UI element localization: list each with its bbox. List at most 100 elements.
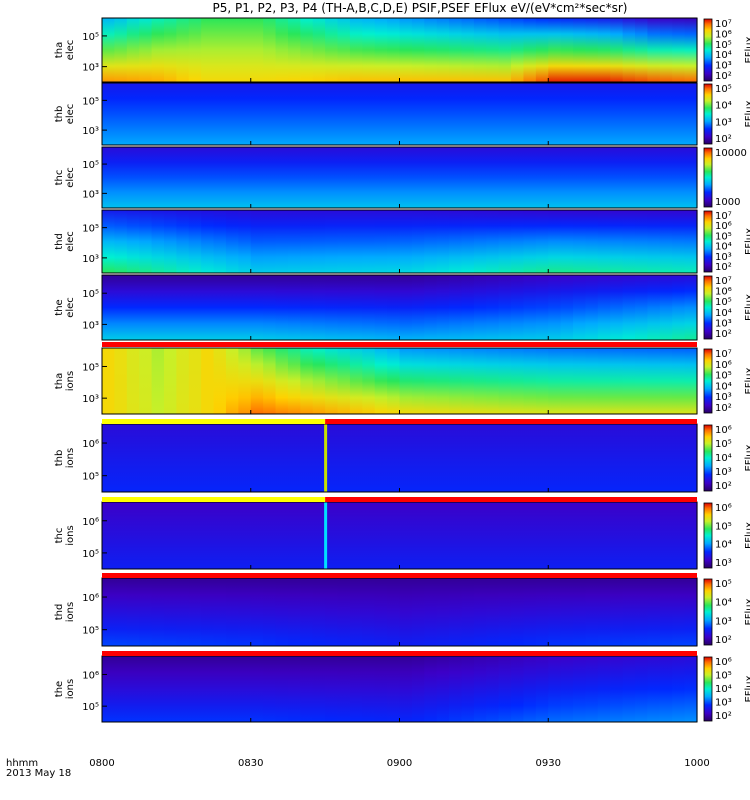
spectrogram-column xyxy=(560,83,574,145)
spectrogram-column xyxy=(102,83,115,145)
spectrogram-column xyxy=(188,18,202,82)
spectrogram-column xyxy=(114,348,128,414)
mode-bar xyxy=(102,497,697,502)
spectrogram-column xyxy=(114,147,128,208)
colorbar xyxy=(703,147,713,208)
spectrogram-column xyxy=(151,578,165,646)
spectrogram-column xyxy=(287,147,301,208)
spectrogram-column xyxy=(238,424,252,492)
y-tick-label: 10⁶ xyxy=(82,670,99,681)
mode-bar-segment xyxy=(102,342,697,347)
spectrogram-column xyxy=(287,502,301,569)
spectrogram-column xyxy=(325,210,339,273)
spectrogram-column xyxy=(114,83,128,145)
spectrogram-column xyxy=(151,18,165,82)
spectrogram-column xyxy=(548,578,562,646)
spectrogram-column xyxy=(325,275,339,340)
spectrogram-column xyxy=(535,348,549,414)
spectrogram-column xyxy=(548,18,562,82)
spectrogram-column xyxy=(275,275,289,340)
spectrogram-column xyxy=(560,275,574,340)
mode-bar-segment xyxy=(102,651,697,656)
spectrogram-column xyxy=(424,275,438,340)
spectrogram-column xyxy=(585,210,599,273)
spectrogram-column xyxy=(201,275,215,340)
y-tick-label: 10⁵ xyxy=(82,160,99,171)
spectrogram-column xyxy=(610,18,624,82)
spectrogram-column xyxy=(163,83,177,145)
spectrogram-column xyxy=(102,578,115,646)
y-axis-label-probe: thb xyxy=(54,106,65,123)
y-tick-label: 10³ xyxy=(82,394,99,405)
spectrogram-column xyxy=(659,424,673,492)
colorbar-tick-label: 10³ xyxy=(715,117,732,128)
spectrogram-column xyxy=(349,275,363,340)
spectrogram-column xyxy=(399,656,413,722)
spectrogram-column xyxy=(300,210,314,273)
spectrogram-column xyxy=(213,348,227,414)
spectrogram-column xyxy=(436,348,450,414)
spectrogram-column xyxy=(560,502,574,569)
colorbar-label: EFlux xyxy=(744,522,750,549)
spectrogram-column xyxy=(250,83,264,145)
spectrogram-column xyxy=(201,18,215,82)
spectrogram-column xyxy=(387,656,401,722)
spectrogram-column xyxy=(362,578,376,646)
spectrogram-column xyxy=(201,83,215,145)
mode-bar xyxy=(102,573,697,578)
spectrogram-column xyxy=(573,578,587,646)
spectrogram-column xyxy=(535,210,549,273)
y-axis-label-species: elec xyxy=(65,297,76,318)
colorbar xyxy=(703,502,713,569)
spectrogram-column xyxy=(201,578,215,646)
spectrogram-column xyxy=(498,656,512,722)
spectrogram-column xyxy=(411,147,425,208)
colorbar-tick-label: 10⁴ xyxy=(715,381,732,392)
spectrogram-column xyxy=(473,502,487,569)
spectrogram-column xyxy=(535,578,549,646)
y-axis-label-species: ions xyxy=(65,448,76,468)
spectrogram-column xyxy=(312,275,326,340)
spectrogram-column xyxy=(275,147,289,208)
spectrogram-column xyxy=(449,83,463,145)
spectrogram-column xyxy=(610,275,624,340)
spectrogram-column xyxy=(387,348,401,414)
spectrogram-column xyxy=(287,656,301,722)
colorbar-tick-label: 10⁴ xyxy=(715,684,732,695)
spectrogram-column xyxy=(238,18,252,82)
spectrogram-column xyxy=(176,502,190,569)
spectrogram-column xyxy=(176,210,190,273)
spectrogram-column xyxy=(349,424,363,492)
spectrogram-column xyxy=(573,83,587,145)
spectrogram-column xyxy=(597,656,611,722)
spectrogram-column xyxy=(176,83,190,145)
y-axis-label-species: elec xyxy=(65,231,76,252)
spectrogram-column xyxy=(176,424,190,492)
spectrogram-column xyxy=(424,502,438,569)
spectrogram-column xyxy=(163,210,177,273)
spectrogram-column xyxy=(560,18,574,82)
spectrogram-column xyxy=(548,210,562,273)
spectrogram-column xyxy=(424,147,438,208)
spectrogram-column xyxy=(387,502,401,569)
spectrogram-column xyxy=(473,210,487,273)
spectrogram-column xyxy=(622,502,636,569)
spectrogram-column xyxy=(436,656,450,722)
spectrogram-column xyxy=(473,578,487,646)
spectrogram-column xyxy=(486,578,500,646)
spectrogram-column xyxy=(126,502,140,569)
spectrogram-column xyxy=(523,18,537,82)
spectrogram-column xyxy=(635,348,649,414)
panel-thd-ions: 10⁶ 10⁵ thd ions 10⁵ 10⁴ 10³ 10² EFlux xyxy=(54,577,750,647)
spectrogram-column xyxy=(238,348,252,414)
spectrogram-column xyxy=(325,18,339,82)
colorbar-tick-label: 10³ xyxy=(715,698,732,709)
colorbar-label: EFlux xyxy=(744,598,750,625)
colorbar-tick-label: 10⁴ xyxy=(715,308,732,319)
time-tick-label: 0930 xyxy=(536,758,561,769)
spectrogram-column xyxy=(399,147,413,208)
spectrogram-column xyxy=(610,147,624,208)
spectrogram-column xyxy=(139,18,153,82)
